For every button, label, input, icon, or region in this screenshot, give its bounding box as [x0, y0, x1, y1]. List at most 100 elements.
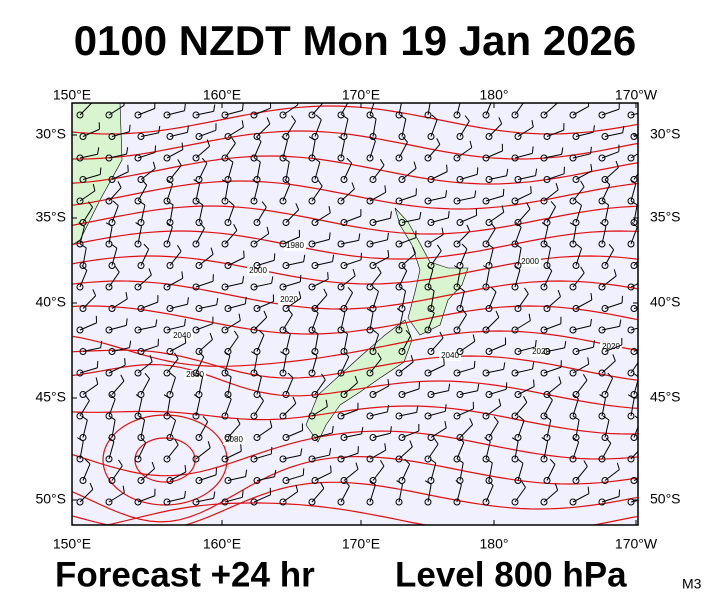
wind-station [192, 369, 200, 377]
wind-barb [311, 185, 323, 202]
wind-barb [459, 248, 468, 266]
wind-barb [213, 104, 216, 112]
wind-barb [266, 226, 270, 234]
wind-barb [488, 123, 503, 137]
wind-station [630, 477, 638, 484]
wind-station [311, 176, 319, 183]
contour-line [72, 130, 638, 160]
wind-station [366, 197, 374, 205]
wind-barb [572, 394, 579, 400]
wind-station [308, 197, 316, 205]
wind-barb [456, 269, 461, 288]
wind-barb [575, 205, 582, 223]
wind-barb [195, 356, 205, 374]
wind-barb [607, 372, 613, 379]
wind-barb [95, 377, 99, 385]
wind-station [366, 369, 374, 377]
wind-barb [263, 310, 268, 318]
wind-barb [412, 246, 416, 254]
wind-barb [81, 265, 88, 271]
wind-station [514, 391, 522, 398]
wind-station [630, 133, 638, 140]
wind-station [540, 412, 548, 420]
wind-barb [256, 426, 273, 438]
wind-barb [544, 243, 551, 249]
wind-barb [314, 212, 331, 223]
wind-barb [514, 226, 522, 245]
wind-barb [166, 183, 174, 202]
wind-barb [369, 272, 382, 288]
wind-barb [181, 142, 184, 150]
wind-barb [163, 394, 171, 399]
wind-barb [314, 432, 333, 438]
wind-station [163, 283, 171, 291]
wind-station [543, 133, 551, 140]
wind-barb [398, 194, 417, 202]
wind-station [337, 498, 345, 506]
wind-barb [430, 427, 447, 438]
wind-station [76, 326, 84, 334]
wind-barb [144, 373, 150, 379]
wind-barb [282, 236, 300, 245]
wind-barb [369, 411, 388, 417]
wind-barb [572, 325, 591, 331]
wind-barb [149, 355, 153, 363]
wind-barb [198, 376, 204, 395]
wind-barb [108, 364, 126, 374]
wind-barb [256, 161, 261, 180]
wind-station [569, 498, 577, 506]
wind-station [395, 240, 403, 248]
wind-barb [227, 423, 241, 438]
wind-station [424, 326, 432, 334]
wind-barb [311, 329, 319, 335]
wind-barb [528, 313, 531, 321]
wind-barb [572, 363, 589, 374]
wind-barb [390, 211, 392, 219]
south-island [305, 319, 413, 443]
wind-barb [137, 108, 155, 116]
wind-barb [166, 200, 174, 206]
wind-barb [256, 259, 275, 266]
wind-station [105, 412, 113, 420]
wind-station [195, 305, 203, 312]
wind-barb [630, 327, 638, 331]
wind-station [569, 111, 577, 119]
wind-station [311, 133, 319, 140]
wind-barb [514, 441, 519, 460]
wind-barb [515, 222, 522, 228]
wind-barb [295, 484, 299, 492]
wind-barb [193, 179, 200, 184]
wind-barb [79, 400, 90, 417]
wind-barb [329, 448, 332, 456]
contour-label: 2000 [521, 257, 539, 266]
wind-barb [108, 226, 113, 245]
wind-barb [169, 471, 187, 481]
wind-barb [282, 314, 293, 331]
wind-station [572, 219, 580, 226]
wind-barb [361, 426, 364, 435]
wind-barb [616, 462, 620, 470]
wind-barb [546, 129, 565, 137]
wind-barb [615, 160, 619, 168]
wind-barb [459, 214, 477, 223]
wind-barb [488, 462, 493, 481]
wind-barb [575, 419, 580, 438]
wind-barb [446, 164, 448, 172]
wind-station [398, 133, 406, 140]
wind-station [540, 498, 548, 506]
wind-barb [457, 458, 464, 464]
contour-label: 2040 [173, 331, 191, 340]
wind-barb [108, 492, 125, 503]
wind-station [485, 219, 493, 226]
wind-barb [546, 296, 561, 309]
contour-label-box [278, 295, 300, 305]
wind-barb [148, 268, 152, 276]
wind-barb [111, 171, 129, 180]
contour-label: 2020 [602, 342, 620, 351]
wind-barb [282, 140, 288, 159]
wind-station [514, 477, 522, 484]
wind-barb [108, 415, 116, 421]
wind-barb [459, 462, 464, 481]
wind-station [279, 326, 287, 334]
wind-station [76, 412, 84, 420]
